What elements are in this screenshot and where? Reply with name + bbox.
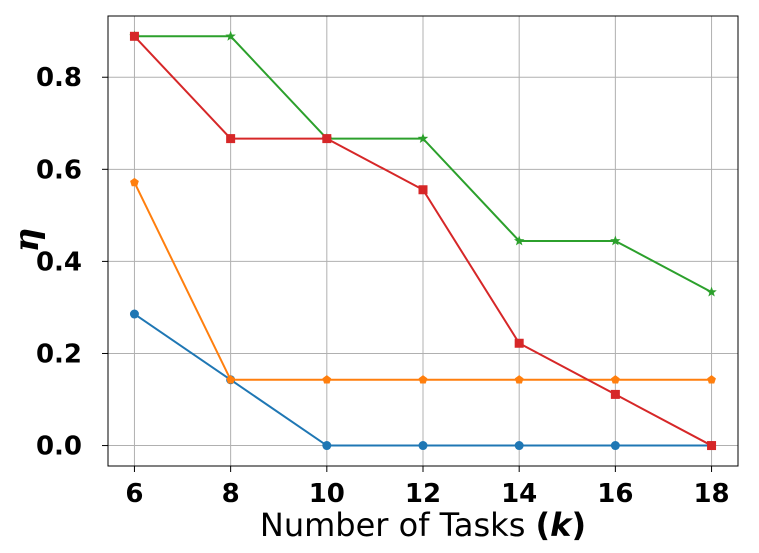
data-point bbox=[130, 177, 139, 187]
x-tick-label: 8 bbox=[222, 479, 240, 509]
data-point bbox=[418, 375, 428, 384]
x-axis-ticks: 6 8 10 12 14 16 18 bbox=[125, 466, 730, 509]
data-point bbox=[610, 441, 620, 451]
data-point bbox=[225, 30, 236, 41]
data-point bbox=[322, 134, 332, 144]
x-axis-label-text: Number of Tasks bbox=[260, 506, 536, 544]
series-4 bbox=[129, 31, 717, 451]
x-tick-label: 10 bbox=[309, 479, 345, 509]
y-tick-label: 0.2 bbox=[36, 339, 82, 369]
y-tick-label: 0.4 bbox=[36, 247, 82, 277]
data-point bbox=[706, 286, 717, 297]
data-point bbox=[417, 133, 429, 144]
y-tick-label: 0.8 bbox=[36, 63, 82, 93]
x-tick-label: 14 bbox=[501, 479, 537, 509]
data-point bbox=[514, 338, 524, 348]
x-axis-label-open-paren: ( bbox=[536, 506, 551, 544]
data-point bbox=[707, 441, 717, 451]
series-layer bbox=[129, 30, 717, 451]
x-axis-label-close-paren: ) bbox=[571, 506, 586, 544]
data-point bbox=[418, 185, 428, 195]
x-tick-label: 16 bbox=[597, 479, 633, 509]
y-tick-label: 0.6 bbox=[36, 155, 82, 185]
data-point bbox=[514, 375, 524, 384]
y-tick-label: 0.0 bbox=[36, 432, 82, 462]
data-point bbox=[226, 375, 236, 384]
x-axis-label: Number of Tasks (k) bbox=[260, 506, 586, 544]
series-2 bbox=[130, 177, 716, 384]
x-tick-label: 18 bbox=[693, 479, 729, 509]
x-tick-label: 6 bbox=[125, 479, 143, 509]
y-axis-label: η bbox=[7, 228, 47, 253]
data-point bbox=[226, 134, 236, 144]
data-point bbox=[707, 375, 716, 384]
x-tick-label: 12 bbox=[405, 479, 441, 509]
y-axis-ticks: 0.0 0.2 0.4 0.6 0.8 bbox=[36, 63, 108, 462]
data-point bbox=[418, 441, 428, 451]
grid bbox=[108, 16, 738, 466]
data-point bbox=[322, 441, 332, 451]
data-point bbox=[610, 375, 620, 384]
data-point bbox=[322, 375, 332, 384]
data-point bbox=[610, 235, 621, 246]
data-point bbox=[513, 235, 525, 246]
x-axis-label-variable: k bbox=[550, 506, 573, 544]
data-point bbox=[610, 389, 620, 399]
data-point bbox=[129, 31, 139, 41]
data-point bbox=[514, 441, 524, 451]
data-point bbox=[129, 309, 139, 319]
